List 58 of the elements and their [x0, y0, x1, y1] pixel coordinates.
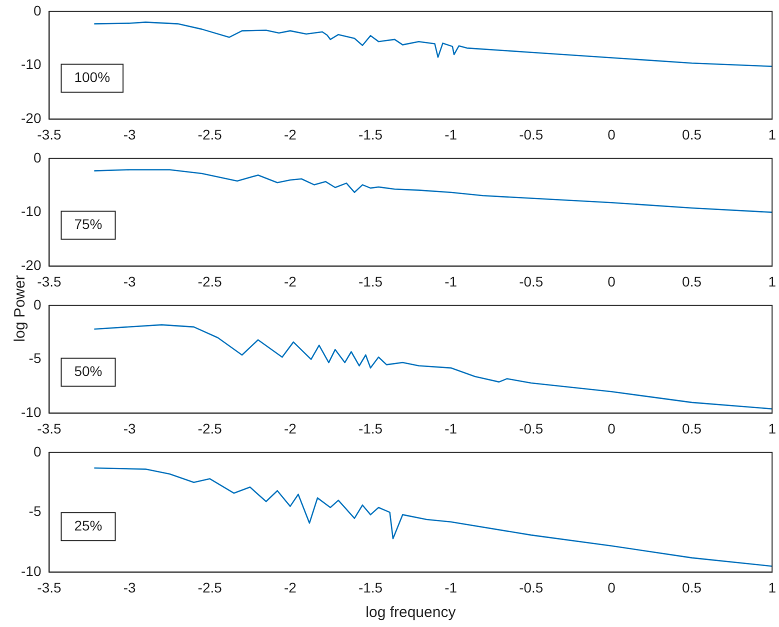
x-tick-label: 0.5: [682, 273, 702, 290]
y-axis-title: log Power: [12, 275, 28, 342]
annotation: 25%: [74, 518, 102, 534]
annotation: 100%: [74, 69, 110, 86]
x-tick-label: 1: [768, 273, 776, 290]
x-tick-label: -1: [444, 126, 458, 142]
x-tick-label: 1: [768, 420, 776, 436]
y-tick-label: -10: [21, 56, 42, 72]
x-tick-label: -3: [123, 420, 136, 436]
annotation: 75%: [74, 216, 102, 232]
y-tick-label: -5: [28, 503, 42, 520]
x-tick-label: 0: [608, 273, 616, 290]
x-axis-title: log frequency: [366, 604, 456, 622]
x-tick-label: -2.5: [198, 126, 222, 142]
x-tick-label: -3: [123, 273, 136, 290]
x-tick-label: -1.5: [358, 420, 383, 436]
x-tick-label: 1: [768, 579, 776, 596]
x-tick-label: -1: [444, 579, 458, 596]
x-tick-label: -1: [444, 420, 458, 436]
y-tick-label: 0: [33, 296, 42, 312]
x-tick-label: -2: [284, 126, 297, 142]
x-tick-label: -0.5: [519, 126, 544, 142]
x-tick-label: 0.5: [682, 420, 702, 436]
x-tick-label: -1.5: [358, 126, 383, 142]
y-tick-label: -10: [21, 203, 42, 220]
x-tick-label: -1.5: [358, 273, 383, 290]
y-tick-label: -20: [21, 257, 42, 274]
x-tick-label: -1: [444, 273, 458, 290]
x-tick-label: -2.5: [198, 579, 222, 596]
x-tick-label: -3.5: [37, 579, 62, 596]
x-tick-label: -2: [284, 579, 297, 596]
y-tick-label: 0: [33, 149, 42, 166]
x-tick-label: 1: [768, 126, 776, 142]
x-tick-label: -0.5: [519, 420, 544, 436]
x-tick-label: -2.5: [198, 420, 222, 436]
x-tick-label: 0: [608, 420, 616, 436]
x-tick-label: -3: [123, 126, 136, 142]
y-tick-label: -20: [21, 110, 42, 126]
x-tick-label: 0: [608, 579, 616, 596]
x-tick-label: -2: [284, 273, 297, 290]
x-tick-label: 0: [608, 126, 616, 142]
y-tick-label: 0: [33, 443, 42, 460]
x-tick-label: -2.5: [198, 273, 222, 290]
x-tick-label: -0.5: [519, 273, 544, 290]
y-tick-label: -10: [21, 563, 42, 580]
x-tick-label: -3: [123, 579, 136, 596]
x-tick-label: 0.5: [682, 126, 702, 142]
y-tick-label: -10: [21, 404, 42, 420]
y-tick-label: -5: [28, 350, 42, 366]
x-tick-label: -2: [284, 420, 297, 436]
annotation: 50%: [74, 363, 102, 380]
x-tick-label: -0.5: [519, 579, 544, 596]
y-tick-label: 0: [33, 2, 42, 18]
x-tick-label: -3.5: [37, 273, 62, 290]
x-tick-label: 0.5: [682, 579, 702, 596]
x-tick-label: -3.5: [37, 126, 62, 142]
x-tick-label: -3.5: [37, 420, 62, 436]
x-tick-label: -1.5: [358, 579, 383, 596]
